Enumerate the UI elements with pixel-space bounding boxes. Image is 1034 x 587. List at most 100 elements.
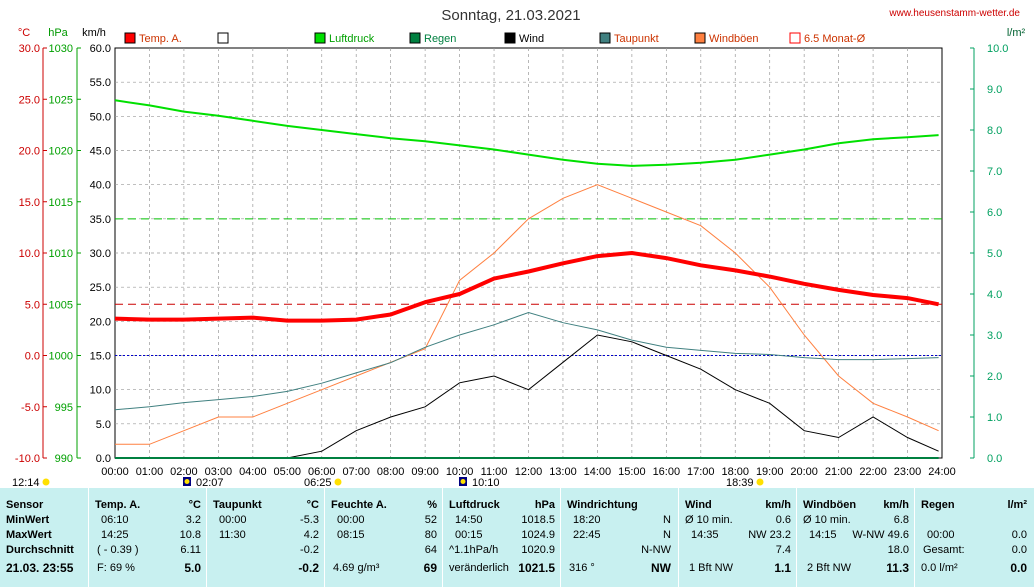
kmh-tick-label: 45.0: [90, 146, 111, 158]
axis-ticks: 30.0 25.0 20.0 15.0 10.0 5.0 0.0 -5.0 -10.0 1030 1…: [15, 43, 1009, 478]
humidity-unit: %: [427, 499, 437, 511]
time-tick-label: 11:00: [481, 466, 508, 478]
wind-max: NW 23.2: [748, 529, 791, 541]
hpa-tick-label: 1010: [49, 248, 73, 260]
row-label-min: MinWert: [6, 514, 50, 526]
temp-tick-label: 10.0: [19, 248, 40, 260]
humidity-max: 80: [424, 529, 437, 541]
marker-time-label: 02:07: [196, 477, 224, 488]
kmh-tick-label: 10.0: [90, 385, 111, 397]
humidity-min-time: 00:00: [337, 514, 365, 526]
kmh-tick-label: 0.0: [96, 453, 111, 465]
time-tick-label: 00:00: [101, 466, 129, 478]
pressure-current: 1021.5: [518, 561, 555, 575]
marker-time-label: 12:14: [12, 477, 40, 488]
time-tick-label: 13:00: [549, 466, 577, 478]
hpa-tick-label: 1000: [49, 351, 73, 363]
temp-current: 5.0: [184, 561, 201, 575]
legend-label: Wind: [519, 33, 544, 45]
kmh-tick-label: 15.0: [90, 351, 111, 363]
dewpoint-head: Taupunkt: [213, 499, 262, 511]
temp-tick-label: 5.0: [25, 299, 40, 311]
rain-max-time: 00:00: [927, 529, 955, 541]
wind-current: 1.1: [774, 561, 791, 575]
rain-max: 0.0: [1011, 529, 1027, 541]
legend-swatch: [599, 32, 611, 44]
kmh-tick-label: 60.0: [90, 43, 111, 55]
humidity-max-time: 08:15: [337, 529, 365, 541]
dewpoint-current: -0.2: [298, 561, 319, 575]
dewpoint-unit: °C: [306, 499, 319, 511]
legend: Temp. A. Luftdruck Regen Wind Taupunkt Windbö…: [124, 32, 866, 45]
marker-time-label: 06:25: [304, 477, 332, 488]
temp-column: Temp. A. °C 06:10 3.2 14:25 10.8 ( - 0.3…: [88, 488, 207, 587]
gust-avg: 18.0: [887, 544, 909, 556]
temp-avg: 6.11: [180, 544, 201, 556]
hpa-tick-label: 1025: [49, 94, 73, 106]
humidity-head: Feuchte A.: [331, 499, 387, 511]
legend-swatch: [314, 32, 326, 44]
gust-min-time: Ø 10 min.: [803, 514, 851, 526]
dewpoint-min-time: 00:00: [219, 514, 247, 526]
humidity-cur-note: 4.69 g/m³: [333, 562, 380, 574]
time-tick-label: 01:00: [136, 466, 164, 478]
legend-label: Regen: [424, 33, 456, 45]
wind-head: Wind: [685, 499, 712, 511]
wind-max-time: 14:35: [691, 529, 719, 541]
wind-cur-note: 1 Bft NW: [689, 562, 734, 574]
temp-tick-label: 20.0: [19, 146, 40, 158]
summary-table: Sensor MinWert MaxWert Durchschnitt 21.0…: [0, 488, 1034, 587]
kmh-tick-label: 35.0: [90, 214, 111, 226]
time-tick-label: 02:00: [170, 466, 198, 478]
rain-unit: l/m²: [1007, 499, 1027, 511]
hpa-tick-label: 990: [55, 453, 73, 465]
rain-avg-note: Gesamt:: [923, 544, 965, 556]
pressure-avg-note: ^1.1hPa/h: [449, 544, 499, 556]
time-tick-label: 04:00: [239, 466, 267, 478]
wind-direction-head: Windrichtung: [567, 499, 638, 511]
rain-column: Regen l/m² 00:00 0.0 Gesamt: 0.0 0.0 l/m…: [914, 488, 1034, 587]
time-tick-label: 16:00: [653, 466, 681, 478]
rain-tick-label: 7.0: [987, 166, 1002, 178]
time-tick-label: 06:00: [308, 466, 336, 478]
wind-column: Wind km/h Ø 10 min. 0.6 14:35 NW 23.2 7.…: [678, 488, 797, 587]
temp-max: 10.8: [179, 529, 201, 541]
website-label: www.heusenstamm-wetter.de: [888, 8, 1020, 19]
time-tick-label: 08:00: [377, 466, 405, 478]
wind-avg: 7.4: [775, 544, 791, 556]
series-lines: [114, 99, 939, 459]
unit-celsius: °C: [18, 27, 30, 39]
legend-swatch: [217, 32, 229, 44]
time-tick-label: 24:00: [928, 466, 956, 478]
legend-label: Windböen: [709, 33, 759, 45]
temp-min-time: 06:10: [101, 514, 129, 526]
time-tick-label: 17:00: [687, 466, 715, 478]
time-tick-label: 14:00: [584, 466, 612, 478]
temp-tick-label: -5.0: [21, 402, 40, 414]
kmh-tick-label: 30.0: [90, 248, 111, 260]
marker-time-label: 18:39: [726, 477, 754, 488]
gust-max: W-NW 49.6: [852, 529, 909, 541]
dewpoint-series-line: [114, 311, 939, 411]
hpa-tick-label: 1030: [49, 43, 73, 55]
pressure-head: Luftdruck: [449, 499, 500, 511]
wind-direction-current: NW: [651, 561, 671, 575]
legend-label: 6.5 Monat-Ø: [804, 33, 866, 45]
gust-current: 11.3: [886, 561, 909, 575]
wind-direction-min-time: 18:20: [573, 514, 601, 526]
rain-tick-label: 4.0: [987, 289, 1002, 301]
time-tick-label: 19:00: [756, 466, 784, 478]
pressure-unit: hPa: [534, 499, 555, 511]
time-tick-label: 05:00: [274, 466, 302, 478]
kmh-tick-label: 55.0: [90, 77, 111, 89]
unit-hpa: hPa: [48, 27, 68, 39]
temp-tick-label: 15.0: [19, 197, 40, 209]
wind-direction-max: N: [663, 529, 671, 541]
grid: [42, 47, 975, 459]
time-tick-label: 07:00: [342, 466, 370, 478]
rain-tick-label: 8.0: [987, 125, 1002, 137]
legend-swatch: [409, 32, 421, 44]
time-tick-label: 03:00: [205, 466, 233, 478]
wind-unit: km/h: [765, 499, 791, 511]
row-label-sensor: Sensor: [6, 499, 44, 511]
